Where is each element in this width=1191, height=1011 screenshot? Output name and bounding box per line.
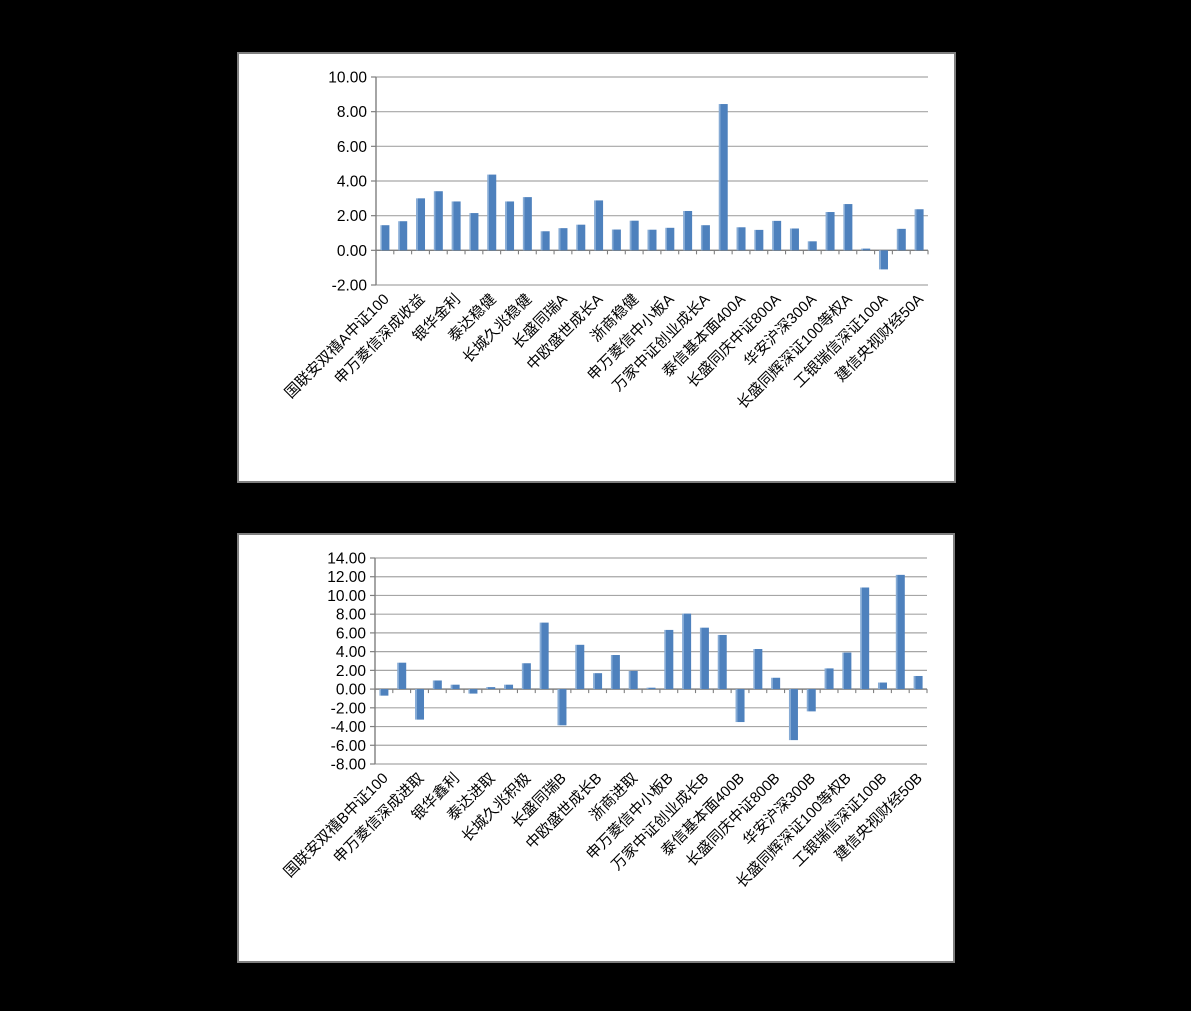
bar [806, 689, 816, 712]
bar [735, 689, 745, 723]
bar [432, 680, 442, 690]
y-tick-label: 14.00 [327, 551, 366, 568]
bar [593, 673, 603, 690]
bar [772, 220, 782, 251]
y-tick-label: 10.00 [328, 70, 367, 87]
bar [594, 200, 604, 251]
bar [896, 228, 906, 251]
bar [683, 210, 693, 251]
y-tick-label: -6.00 [331, 738, 367, 755]
bar [843, 204, 853, 251]
bar [825, 212, 835, 251]
y-tick-label: 0.00 [337, 243, 368, 260]
bar [771, 677, 781, 690]
bar [877, 682, 887, 690]
bar [646, 687, 656, 690]
bar [842, 652, 852, 690]
bar [807, 241, 817, 251]
bar [914, 209, 924, 251]
chart-panel-top: 10.00 8.00 6.00 4.00 2.00 0.00 -2.00 国联安双禧A中证10… [237, 52, 956, 483]
bar [895, 574, 905, 690]
bar [468, 689, 478, 694]
bar [487, 174, 497, 251]
bar [664, 629, 674, 690]
bar [647, 229, 657, 251]
bar-chart-a-shares: 10.008.006.004.002.000.00-2.00国联安双禧A中证10… [282, 70, 929, 412]
bar [575, 644, 585, 690]
y-tick-label: 8.00 [337, 104, 368, 121]
bar [718, 104, 728, 251]
bar [861, 248, 871, 251]
bar [717, 634, 727, 690]
y-tick-label: 2.00 [337, 208, 368, 225]
y-tick-label: 8.00 [336, 607, 367, 624]
y-tick-label: 0.00 [336, 682, 367, 699]
y-tick-label: 12.00 [327, 569, 366, 586]
bar [416, 198, 426, 251]
bar [380, 225, 390, 251]
bar [469, 213, 479, 251]
bar [860, 587, 870, 690]
bar [558, 228, 568, 251]
y-tick-label: 6.00 [337, 139, 368, 156]
bar [700, 225, 710, 251]
bar [878, 250, 888, 270]
bar [398, 221, 408, 251]
bar [521, 663, 531, 690]
bar [789, 228, 799, 251]
bar [539, 622, 549, 690]
bar [557, 689, 567, 726]
bar [576, 224, 586, 251]
bar [824, 668, 834, 690]
y-tick-label: 2.00 [336, 663, 367, 680]
bar [913, 675, 923, 690]
bar [450, 684, 460, 690]
y-tick-label: 10.00 [327, 588, 366, 605]
bar [753, 649, 763, 690]
bar [610, 655, 620, 690]
bar [486, 687, 496, 690]
bar [629, 220, 639, 251]
bar [451, 201, 461, 251]
bar [682, 613, 692, 690]
y-tick-label: -2.00 [331, 700, 367, 717]
y-tick-label: 4.00 [336, 644, 367, 661]
y-tick-label: 4.00 [337, 174, 368, 191]
bar [754, 229, 764, 251]
bar [433, 191, 443, 251]
bar [415, 689, 425, 720]
bar [699, 627, 709, 690]
bar [611, 229, 621, 251]
y-tick-label: 6.00 [336, 625, 367, 642]
bar [505, 201, 515, 251]
y-tick-label: -4.00 [331, 719, 367, 736]
bar [522, 197, 532, 251]
bar [540, 231, 550, 251]
bar [628, 670, 638, 690]
bar [788, 689, 798, 741]
y-tick-label: -2.00 [332, 278, 368, 295]
y-tick-label: -8.00 [331, 757, 367, 774]
bar [397, 662, 407, 690]
bar [736, 227, 746, 251]
chart-panel-bottom: 14.00 12.00 10.00 8.00 6.00 4.00 2.00 0.00 -2.00… [237, 533, 955, 963]
bar [665, 227, 675, 251]
bar [504, 684, 514, 690]
bar [379, 689, 389, 696]
